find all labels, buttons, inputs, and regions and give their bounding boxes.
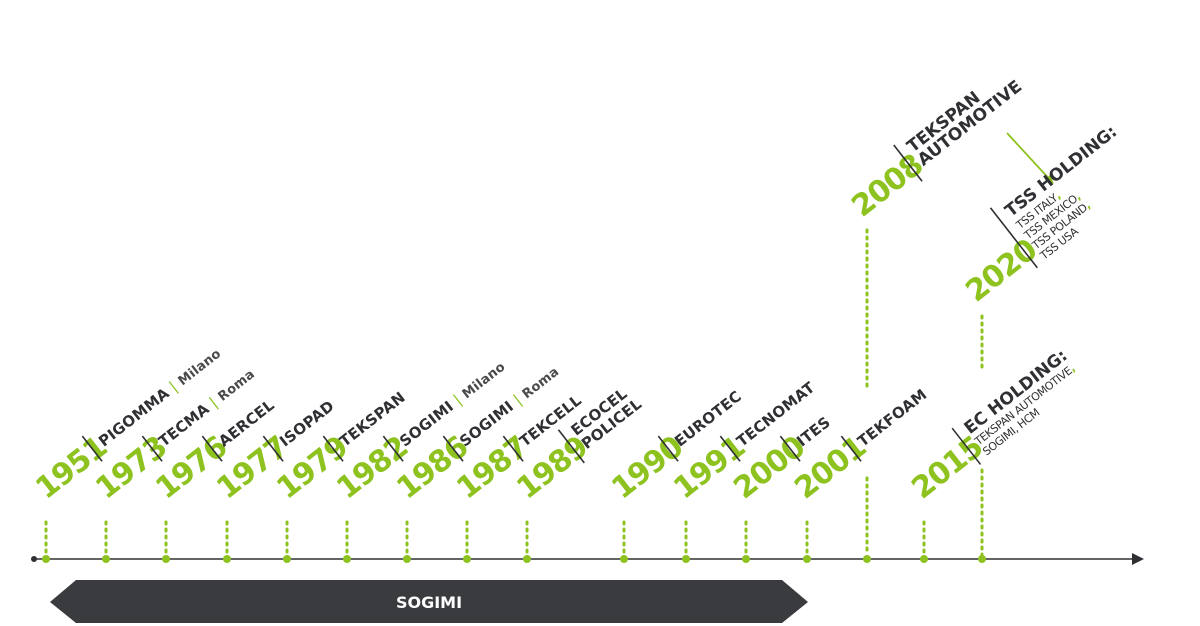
- event-city: Milano: [176, 346, 225, 389]
- event-name: TEKFOAM: [854, 385, 930, 450]
- event-2020: 2020 TSS HOLDING: TSS ITALY, TSS MEXICO,…: [959, 122, 1121, 309]
- drop-lines: [44, 228, 984, 557]
- sogimi-banner: SOGIMI: [50, 580, 808, 623]
- timeline-start-dot: [31, 556, 37, 562]
- banner-label: SOGIMI: [396, 593, 462, 612]
- event-2015: 2015 EC HOLDING: TEKSPAN AUTOMOTIVE, SOG…: [905, 346, 1077, 506]
- event-name: ITES: [793, 413, 834, 450]
- holding-arrow: [1006, 132, 1054, 184]
- event-city: Milano: [460, 360, 509, 403]
- timeline-arrowhead: [1132, 553, 1144, 565]
- event-city: Roma: [520, 364, 562, 402]
- axis-dots: [42, 555, 986, 563]
- event-city: Roma: [215, 367, 257, 405]
- event-2008: 2008 TEKSPAN AUTOMOTIVE: [845, 77, 1026, 225]
